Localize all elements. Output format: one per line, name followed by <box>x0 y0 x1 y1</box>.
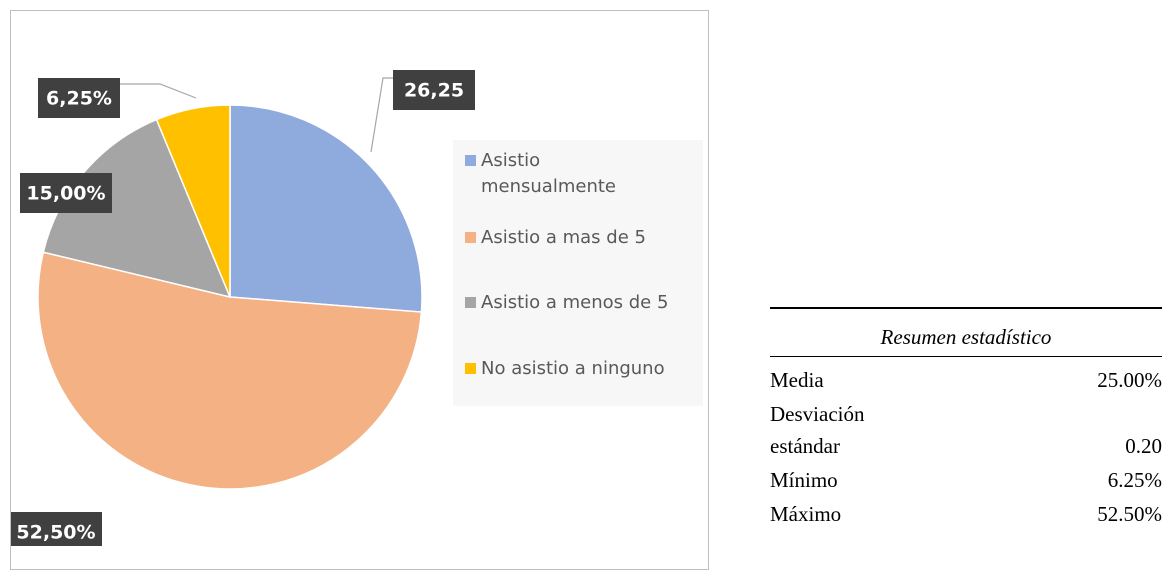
pie-slice <box>155 104 231 298</box>
page: 26,25 52,50% 15,00% 6,25% Asistio mensualme… <box>10 10 1162 570</box>
legend: Asistio mensualmente Asistio a mas de 5 As… <box>453 140 703 406</box>
legend-swatch <box>465 155 476 166</box>
chart: 26,25 52,50% 15,00% 6,25% <box>10 70 475 546</box>
data-label: 26,25 <box>404 80 464 102</box>
legend-item: Asistio a mas de 5 <box>465 225 701 251</box>
table-row: Media 25.00% <box>770 363 1162 397</box>
data-label-box <box>38 78 120 118</box>
data-label: 6,25% <box>46 88 112 110</box>
table-row: Máximo 52.50% <box>770 497 1162 531</box>
row-label: Desviación estándar <box>770 402 865 458</box>
table-title: Resumen estadístico <box>770 309 1162 357</box>
table-row: Desviación estándar 0.20 <box>770 397 1162 463</box>
pie-slice <box>42 118 232 299</box>
data-label: 15,00% <box>26 183 105 205</box>
row-label: Media <box>770 368 824 392</box>
pie-slice <box>229 104 423 313</box>
leader-line <box>370 77 393 153</box>
row-value: 25.00% <box>1097 368 1162 392</box>
row-value: 0.20 <box>1125 434 1162 458</box>
table-body: Media 25.00% Desviación estándar 0.20 Mínimo… <box>770 363 1162 531</box>
stats-table: Resumen estadístico Media 25.00% Desviació… <box>770 307 1162 531</box>
legend-item: Asistio a menos de 5 <box>465 290 701 316</box>
row-label: Mínimo <box>770 468 838 492</box>
row-label: Máximo <box>770 502 842 526</box>
legend-label: No asistio a ninguno <box>481 358 665 379</box>
data-label: 52,50% <box>16 522 95 544</box>
data-label-box <box>393 70 475 110</box>
data-label-box <box>20 173 112 213</box>
legend-swatch <box>465 297 476 308</box>
legend-label: Asistio a mas de 5 <box>481 227 646 248</box>
legend-item: Asistio mensualmente <box>465 148 616 200</box>
legend-label: Asistio mensualmente <box>481 150 616 197</box>
legend-swatch <box>465 232 476 243</box>
legend-swatch <box>465 363 476 374</box>
row-value: 6.25% <box>1107 468 1162 492</box>
leader-line <box>120 83 197 99</box>
legend-label: Asistio a menos de 5 <box>481 292 669 313</box>
legend-item: No asistio a ninguno <box>465 356 701 382</box>
table-row: Mínimo 6.25% <box>770 463 1162 497</box>
data-label-box <box>10 512 102 546</box>
row-value: 52.50% <box>1097 502 1162 526</box>
pie-slice <box>37 251 423 490</box>
